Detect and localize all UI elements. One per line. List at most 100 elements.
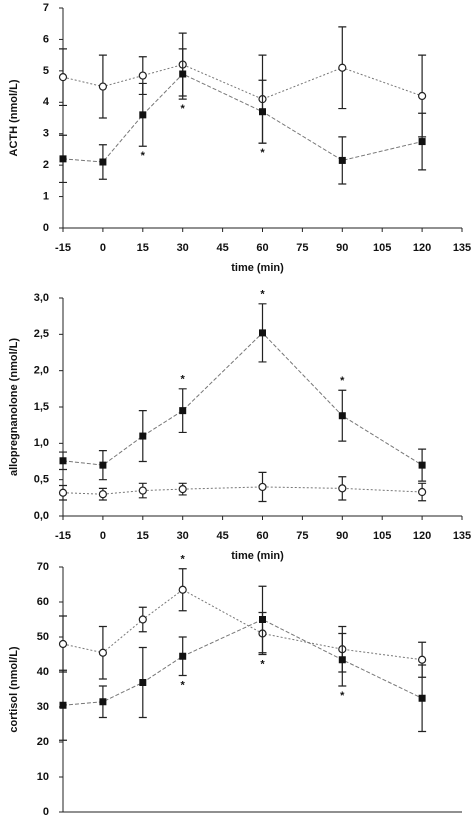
x-axis-label: time (min) bbox=[231, 550, 284, 562]
y-tick-label: 6 bbox=[43, 33, 49, 45]
data-point bbox=[178, 585, 187, 594]
data-point bbox=[98, 648, 108, 657]
significance-mark: * bbox=[181, 103, 186, 115]
data-point bbox=[338, 156, 346, 164]
x-tick-label: 30 bbox=[177, 530, 189, 542]
data-point bbox=[259, 108, 266, 116]
data-point bbox=[259, 616, 266, 623]
y-tick-label: 0,5 bbox=[34, 474, 49, 486]
x-tick-label: 135 bbox=[453, 242, 471, 254]
x-tick-label: 135 bbox=[453, 530, 471, 542]
x-tick-label: -15 bbox=[55, 530, 71, 542]
y-tick-label: 40 bbox=[37, 666, 49, 678]
data-point bbox=[58, 73, 68, 82]
y-tick-label: 70 bbox=[37, 561, 49, 573]
data-point bbox=[139, 679, 147, 686]
series-line bbox=[62, 64, 423, 100]
x-tick-label: -15 bbox=[55, 242, 71, 254]
series-line bbox=[62, 486, 423, 495]
data-point bbox=[138, 486, 147, 495]
y-tick-label: 3,0 bbox=[34, 292, 49, 304]
data-point bbox=[179, 70, 187, 78]
y-tick-label: 7 bbox=[43, 2, 49, 14]
significance-mark: * bbox=[181, 554, 186, 566]
data-point bbox=[179, 407, 187, 415]
data-point bbox=[338, 412, 346, 420]
data-point bbox=[139, 111, 147, 119]
x-tick-label: 90 bbox=[336, 530, 348, 542]
x-tick-label: 45 bbox=[216, 530, 228, 542]
x-tick-label: 30 bbox=[177, 242, 189, 254]
x-tick-label: 60 bbox=[256, 242, 268, 254]
significance-mark: * bbox=[340, 690, 345, 702]
data-point bbox=[59, 701, 67, 709]
data-point bbox=[99, 698, 107, 706]
series-line bbox=[62, 332, 423, 466]
x-axis-label: time (min) bbox=[231, 262, 284, 274]
significance-mark: * bbox=[340, 375, 345, 387]
y-axis-label: cortisol (nmol/L) bbox=[8, 646, 20, 733]
x-tick-label: 75 bbox=[296, 530, 308, 542]
series-line bbox=[62, 618, 423, 706]
data-point bbox=[139, 432, 147, 440]
y-tick-label: 0,0 bbox=[34, 510, 49, 522]
x-tick-label: 120 bbox=[413, 242, 431, 254]
x-tick-label: 120 bbox=[413, 530, 431, 542]
data-point bbox=[59, 457, 67, 465]
significance-mark: * bbox=[181, 679, 186, 691]
data-point bbox=[59, 155, 67, 163]
data-point bbox=[258, 482, 267, 492]
x-tick-label: 15 bbox=[137, 242, 149, 254]
y-tick-label: 2,0 bbox=[34, 365, 49, 377]
data-point bbox=[418, 138, 426, 146]
y-tick-label: 2,5 bbox=[34, 328, 49, 340]
x-tick-label: 90 bbox=[336, 242, 348, 254]
data-point bbox=[179, 652, 187, 660]
data-point bbox=[418, 487, 427, 497]
data-point bbox=[98, 490, 108, 499]
data-point bbox=[338, 484, 347, 493]
y-tick-label: 60 bbox=[37, 596, 49, 608]
y-tick-label: 1,5 bbox=[34, 401, 49, 413]
significance-mark: * bbox=[260, 289, 265, 301]
y-tick-label: 50 bbox=[37, 631, 49, 643]
y-tick-label: 0 bbox=[43, 222, 49, 234]
y-axis-label: allopregnanolone (nmol/L) bbox=[8, 338, 20, 476]
data-point bbox=[418, 655, 427, 664]
y-tick-label: 30 bbox=[37, 701, 49, 713]
data-point bbox=[418, 91, 427, 101]
data-point bbox=[99, 158, 107, 166]
x-tick-label: 60 bbox=[256, 530, 268, 542]
series-line bbox=[62, 589, 423, 661]
x-tick-label: 105 bbox=[373, 242, 391, 254]
data-point bbox=[338, 63, 347, 72]
data-point bbox=[418, 461, 426, 469]
data-point bbox=[58, 639, 68, 649]
data-point bbox=[178, 485, 187, 494]
data-point bbox=[58, 488, 68, 497]
y-tick-label: 4 bbox=[43, 96, 50, 108]
data-point bbox=[259, 329, 266, 337]
data-point bbox=[138, 615, 147, 624]
y-tick-label: 1 bbox=[43, 190, 49, 202]
data-point bbox=[138, 71, 147, 80]
x-tick-label: 15 bbox=[137, 530, 149, 542]
x-tick-label: 45 bbox=[216, 242, 228, 254]
significance-mark: * bbox=[141, 150, 146, 162]
y-axis-label: ACTH (nmol/L) bbox=[8, 79, 20, 156]
y-tick-label: 0 bbox=[43, 806, 49, 818]
x-tick-label: 105 bbox=[373, 530, 391, 542]
x-tick-label: 75 bbox=[296, 242, 308, 254]
data-point bbox=[98, 82, 108, 91]
y-tick-label: 3 bbox=[43, 128, 49, 140]
data-point bbox=[99, 461, 107, 469]
x-tick-label: 0 bbox=[100, 530, 106, 542]
significance-mark: * bbox=[260, 658, 265, 670]
series-line bbox=[62, 73, 423, 163]
data-point bbox=[338, 656, 346, 664]
y-tick-label: 1,0 bbox=[34, 437, 49, 449]
significance-mark: * bbox=[260, 147, 265, 159]
y-tick-label: 10 bbox=[37, 771, 49, 783]
y-tick-label: 2 bbox=[43, 159, 49, 171]
